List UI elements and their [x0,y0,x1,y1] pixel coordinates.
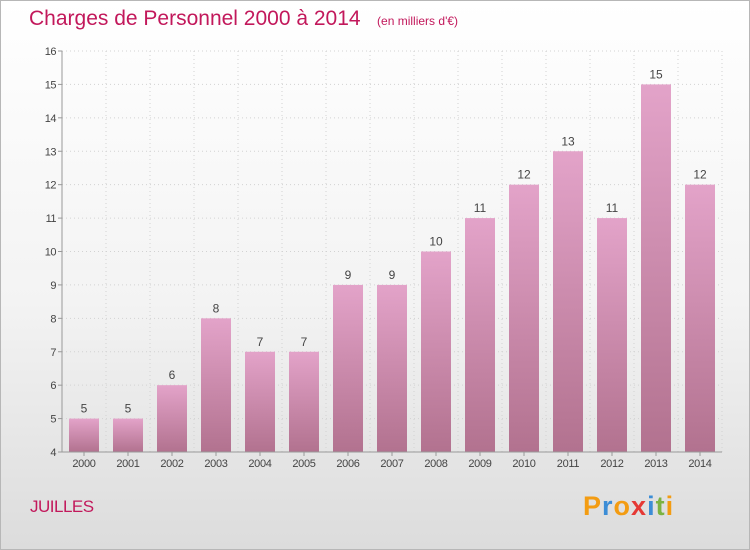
x-tick-label: 2005 [292,458,315,470]
x-tick-label: 2007 [380,458,403,470]
bar-value-label: 11 [606,201,619,215]
chart-title: Charges de Personnel 2000 à 2014 [29,7,361,30]
bar-value-label: 9 [345,268,352,282]
bar-value-label: 5 [125,402,132,416]
bar [69,418,99,452]
y-tick-label: 10 [45,247,57,259]
bar [465,218,495,452]
chart-subtitle: (en milliers d'€) [377,14,459,28]
bar [641,84,671,453]
bar [421,251,451,452]
bar-value-label: 7 [257,335,264,349]
logo-letter: x [631,491,648,521]
x-tick-label: 2014 [688,458,711,470]
bar-value-label: 6 [169,368,176,382]
x-tick-label: 2004 [248,458,271,470]
y-tick-label: 16 [45,46,57,58]
y-tick-label: 11 [46,213,57,225]
y-tick-label: 4 [50,447,56,459]
logo-letter: P [583,491,603,521]
logo-letter: i [647,491,656,521]
logo-letter: i [665,491,675,521]
bar-value-label: 10 [429,235,443,249]
x-tick-label: 2006 [336,458,359,470]
y-tick-label: 6 [50,380,56,392]
y-tick-label: 13 [45,146,57,158]
x-tick-label: 2000 [72,458,95,470]
bar-value-label: 5 [81,402,88,416]
bar [245,351,275,452]
bar-value-label: 12 [517,168,531,182]
x-tick-label: 2008 [424,458,447,470]
grid-lines [61,50,723,453]
bar [113,418,143,452]
bar [377,284,407,452]
bar [509,184,539,452]
bar [157,385,187,452]
y-tick-label: 8 [50,313,56,325]
bar-value-label: 13 [561,134,575,148]
bar [553,151,583,452]
x-tick-label: 2013 [644,458,667,470]
y-tick-label: 15 [45,79,57,91]
x-tick-label: 2001 [116,458,139,470]
y-tick-label: 9 [50,280,56,292]
y-tick-label: 7 [50,347,56,359]
x-tick-label: 2009 [468,458,491,470]
commune-name: JUILLES [30,497,94,516]
x-tick-label: 2002 [160,458,183,470]
y-tick-label: 12 [45,180,57,192]
proxiti-logo: Proxiti [583,491,674,522]
bar-value-label: 15 [649,67,663,81]
bar [597,218,627,452]
bar [685,184,715,452]
logo-letter: t [655,491,666,521]
x-tick-label: 2012 [600,458,623,470]
bar-value-label: 11 [474,201,487,215]
bar-value-label: 12 [693,168,707,182]
logo-letter: o [613,491,632,521]
bar [333,284,363,452]
x-tick-label: 2011 [557,458,580,470]
labels: 5 5 6 8 7 7 9 9 10 11 12 13 11 15 12 [81,67,707,415]
logo-letter: r [602,491,614,521]
bar-value-label: 8 [213,301,220,315]
y-tick-label: 14 [45,113,57,125]
y-tick-label: 5 [50,414,56,426]
axes: 4 5 6 7 8 9 10 11 12 13 14 15 16 2000 2001 2002 2003 2004… [45,46,722,470]
x-tick-label: 2010 [512,458,535,470]
x-tick-label: 2003 [204,458,227,470]
title-row: Charges de Personnel 2000 à 2014 (en mil… [29,7,458,31]
bar-value-label: 9 [389,268,396,282]
bar-value-label: 7 [301,335,308,349]
bar [201,318,231,452]
bars [69,84,715,453]
bar [289,351,319,452]
